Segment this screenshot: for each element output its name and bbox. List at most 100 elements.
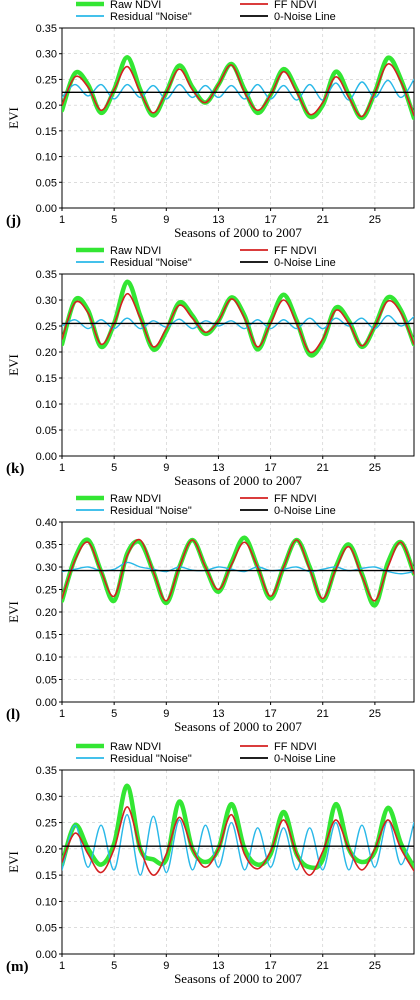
y-tick-label: 0.00 bbox=[36, 949, 57, 961]
series-line-ff bbox=[62, 538, 414, 602]
x-tick-label: 5 bbox=[111, 708, 117, 720]
x-axis-label: Seasons of 2000 to 2007 bbox=[174, 971, 302, 986]
x-tick-label: 21 bbox=[317, 462, 329, 474]
x-tick-label: 1 bbox=[59, 708, 65, 720]
y-tick-label: 0.05 bbox=[36, 177, 57, 189]
x-tick-label: 17 bbox=[264, 960, 276, 972]
y-tick-label: 0.40 bbox=[36, 517, 57, 529]
y-axis-label: EVI bbox=[6, 851, 21, 873]
y-tick-label: 0.15 bbox=[36, 126, 57, 138]
legend-label-ff: FF NDVI bbox=[274, 493, 317, 505]
series-group bbox=[62, 55, 414, 121]
legend-label-ff: FF NDVI bbox=[274, 245, 317, 257]
series-group bbox=[62, 279, 414, 358]
y-tick-label: 0.15 bbox=[36, 870, 57, 882]
y-tick-label: 0.10 bbox=[36, 152, 57, 164]
x-axis-label: Seasons of 2000 to 2007 bbox=[174, 473, 302, 488]
x-tick-label: 21 bbox=[317, 214, 329, 226]
y-tick-label: 0.35 bbox=[36, 269, 57, 281]
x-tick-label: 5 bbox=[111, 462, 117, 474]
y-tick-label: 0.30 bbox=[36, 562, 57, 574]
x-tick-label: 17 bbox=[264, 462, 276, 474]
legend-label-zero: 0-Noise Line bbox=[274, 257, 336, 269]
x-tick-label: 13 bbox=[212, 708, 224, 720]
y-tick-label: 0.25 bbox=[36, 321, 57, 333]
legend-label-raw: Raw NDVI bbox=[110, 741, 161, 753]
x-tick-label: 13 bbox=[212, 462, 224, 474]
series-line-raw bbox=[62, 783, 414, 871]
series-line-residual bbox=[62, 813, 414, 876]
x-tick-label: 25 bbox=[369, 708, 381, 720]
panel-label: (k) bbox=[6, 461, 24, 477]
x-tick-label: 9 bbox=[163, 214, 169, 226]
y-axis-label: EVI bbox=[6, 601, 21, 623]
y-tick-label: 0.30 bbox=[36, 49, 57, 61]
legend-label-residual: Residual "Noise" bbox=[110, 257, 192, 269]
y-tick-label: 0.30 bbox=[36, 791, 57, 803]
x-tick-label: 5 bbox=[111, 214, 117, 226]
panel-label: (j) bbox=[6, 213, 21, 229]
y-tick-label: 0.15 bbox=[36, 373, 57, 385]
x-tick-label: 13 bbox=[212, 214, 224, 226]
y-tick-label: 0.20 bbox=[36, 100, 57, 112]
y-tick-label: 0.25 bbox=[36, 818, 57, 830]
legend-label-zero: 0-Noise Line bbox=[274, 11, 336, 23]
y-axis-label: EVI bbox=[6, 107, 21, 129]
y-tick-label: 0.05 bbox=[36, 425, 57, 437]
chart-panel-1: 0.00 0.05 0.10 0.15 0.20 0.25 0.30 0.35 1 5 9 13 17 2… bbox=[6, 0, 415, 240]
legend-label-zero: 0-Noise Line bbox=[274, 505, 336, 517]
y-tick-label: 0.10 bbox=[36, 652, 57, 664]
y-tick-label: 0.15 bbox=[36, 630, 57, 642]
y-tick-label: 0.00 bbox=[36, 203, 57, 215]
y-tick-label: 0.20 bbox=[36, 347, 57, 359]
x-tick-label: 9 bbox=[163, 708, 169, 720]
legend-label-residual: Residual "Noise" bbox=[110, 753, 192, 765]
x-tick-label: 13 bbox=[212, 960, 224, 972]
panel-label: (m) bbox=[6, 959, 29, 975]
x-tick-label: 5 bbox=[111, 960, 117, 972]
plot-frame bbox=[61, 273, 415, 457]
legend-label-zero: 0-Noise Line bbox=[274, 753, 336, 765]
chart-panel-2: 0.00 0.05 0.10 0.15 0.20 0.25 0.30 0.35 1 5 9 13 17 2… bbox=[6, 245, 415, 488]
x-tick-label: 17 bbox=[264, 214, 276, 226]
panel-label: (l) bbox=[6, 707, 20, 723]
x-tick-label: 25 bbox=[369, 462, 381, 474]
x-axis-label: Seasons of 2000 to 2007 bbox=[174, 719, 302, 734]
y-tick-label: 0.20 bbox=[36, 844, 57, 856]
y-tick-label: 0.25 bbox=[36, 74, 57, 86]
series-group bbox=[62, 535, 414, 608]
x-tick-label: 21 bbox=[317, 708, 329, 720]
y-tick-label: 0.10 bbox=[36, 896, 57, 908]
legend-label-residual: Residual "Noise" bbox=[110, 505, 192, 517]
series-line-ff bbox=[62, 806, 414, 876]
series-line-ff bbox=[62, 292, 414, 354]
chart-panel-4: 0.00 0.05 0.10 0.15 0.20 0.25 0.30 0.35 1 5 9 13 17 2… bbox=[6, 741, 415, 986]
legend-label-residual: Residual "Noise" bbox=[110, 11, 192, 23]
y-tick-label: 0.20 bbox=[36, 607, 57, 619]
y-tick-label: 0.25 bbox=[36, 585, 57, 597]
legend-label-raw: Raw NDVI bbox=[110, 0, 161, 11]
y-tick-label: 0.05 bbox=[36, 675, 57, 687]
legend-label-ff: FF NDVI bbox=[274, 0, 317, 11]
x-tick-label: 25 bbox=[369, 960, 381, 972]
y-tick-label: 0.35 bbox=[36, 540, 57, 552]
series-line-ff bbox=[62, 63, 414, 118]
y-tick-label: 0.10 bbox=[36, 399, 57, 411]
y-tick-label: 0.35 bbox=[36, 765, 57, 777]
x-tick-label: 9 bbox=[163, 462, 169, 474]
legend-label-raw: Raw NDVI bbox=[110, 493, 161, 505]
x-tick-label: 25 bbox=[369, 214, 381, 226]
y-tick-label: 0.30 bbox=[36, 295, 57, 307]
x-tick-label: 1 bbox=[59, 214, 65, 226]
y-tick-label: 0.05 bbox=[36, 923, 57, 935]
y-tick-label: 0.00 bbox=[36, 697, 57, 709]
x-tick-label: 17 bbox=[264, 708, 276, 720]
chart-panel-3: 0.00 0.05 0.10 0.15 0.20 0.25 0.30 0.35 0.40 1 5 9 1… bbox=[6, 493, 415, 734]
x-tick-label: 1 bbox=[59, 960, 65, 972]
series-group bbox=[62, 783, 414, 876]
y-tick-label: 0.00 bbox=[36, 451, 57, 463]
x-tick-label: 9 bbox=[163, 960, 169, 972]
